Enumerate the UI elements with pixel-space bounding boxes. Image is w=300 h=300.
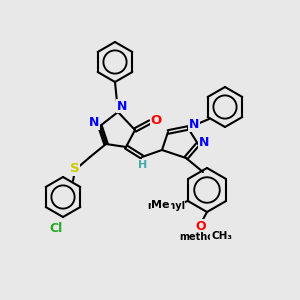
Text: N: N <box>117 100 127 112</box>
Text: N: N <box>89 116 99 130</box>
Text: H: H <box>138 160 148 170</box>
Text: methoxy: methoxy <box>179 232 227 242</box>
Text: S: S <box>70 163 80 176</box>
Text: methyl: methyl <box>147 201 185 211</box>
Text: O: O <box>150 113 162 127</box>
Text: Cl: Cl <box>50 221 63 235</box>
Text: N: N <box>189 118 199 131</box>
Text: CH₃: CH₃ <box>211 231 232 241</box>
Text: N: N <box>199 136 209 149</box>
Text: O: O <box>196 220 206 232</box>
Text: Me: Me <box>152 200 170 210</box>
